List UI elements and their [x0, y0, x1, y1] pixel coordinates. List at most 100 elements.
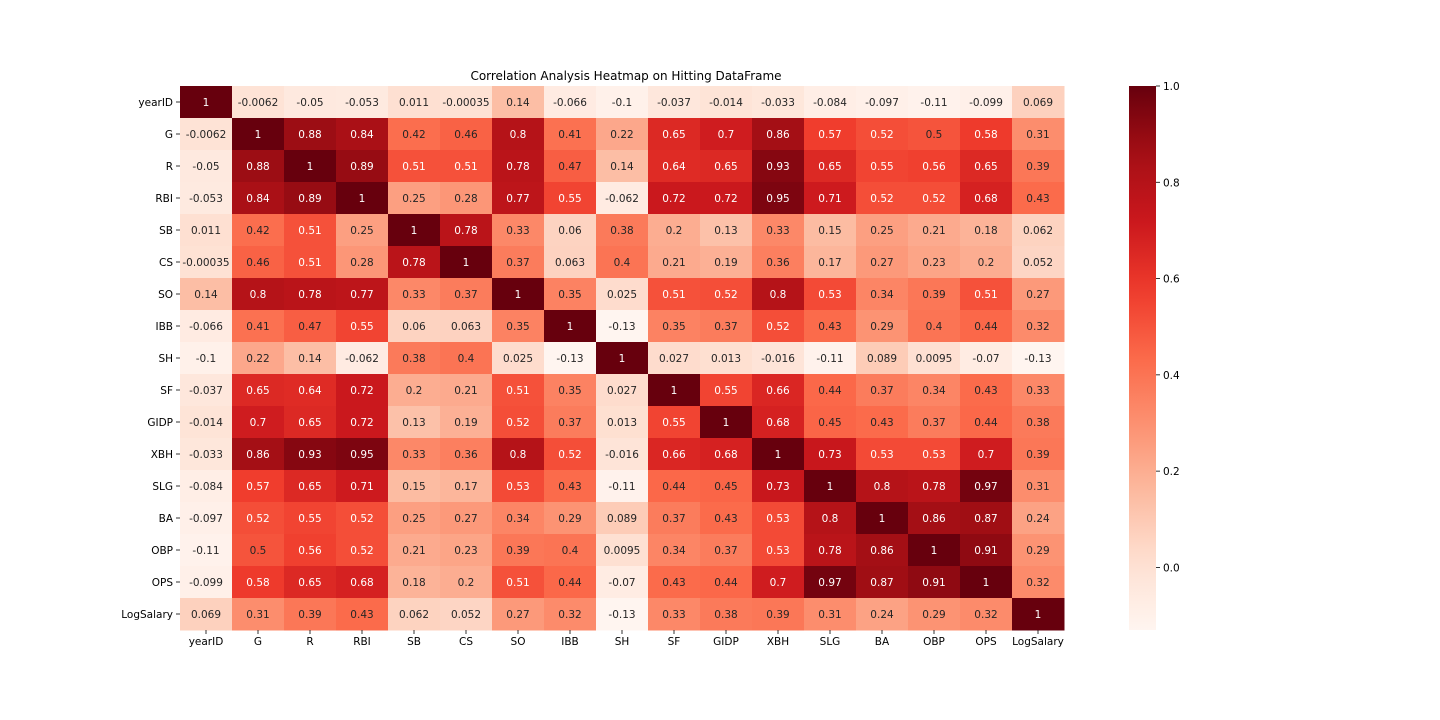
- cell-value-label: 0.063: [451, 321, 481, 333]
- cell-value-label: -0.1: [612, 97, 633, 109]
- cell-value-label: 0.06: [558, 225, 582, 237]
- cell-value-label: 1: [255, 129, 262, 141]
- heatmap-cell: [648, 534, 701, 567]
- heatmap-cell: [440, 150, 493, 183]
- cell-value-label: 0.34: [922, 385, 946, 397]
- cell-value-label: 0.27: [454, 513, 477, 525]
- cell-value-label: 0.37: [662, 513, 685, 525]
- cell-value-label: 0.56: [922, 161, 946, 173]
- heatmap-cell: [180, 86, 233, 119]
- cell-value-label: -0.097: [189, 513, 223, 525]
- cell-value-label: 0.28: [350, 257, 373, 269]
- cell-value-label: -0.13: [608, 321, 635, 333]
- heatmap-cell: [232, 534, 285, 567]
- heatmap-cell: [336, 598, 389, 631]
- cell-value-label: 0.15: [818, 225, 841, 237]
- cell-value-label: 1: [619, 353, 626, 365]
- heatmap-cell: [700, 214, 753, 247]
- heatmap-cell: [284, 278, 337, 311]
- cell-value-label: 0.97: [818, 577, 841, 589]
- y-tick-label: G: [165, 129, 173, 141]
- cell-value-label: 0.65: [298, 481, 321, 493]
- heatmap-cell: [336, 374, 389, 407]
- cell-value-label: 0.89: [298, 193, 321, 205]
- cell-value-label: 0.21: [454, 385, 477, 397]
- heatmap-cell: [752, 214, 805, 247]
- heatmap-cell: [804, 182, 857, 215]
- heatmap-cell: [596, 278, 649, 311]
- heatmap-cell: [700, 278, 753, 311]
- y-tick-label: SF: [160, 385, 173, 397]
- heatmap-cell: [544, 310, 597, 343]
- heatmap-cell: [648, 598, 701, 631]
- heatmap-cell: [856, 502, 909, 535]
- cell-value-label: -0.053: [345, 97, 379, 109]
- heatmap-cell: [960, 310, 1013, 343]
- cell-value-label: 0.52: [350, 545, 373, 557]
- cell-value-label: 0.86: [870, 545, 894, 557]
- cell-value-label: -0.033: [761, 97, 795, 109]
- cell-value-label: 0.53: [766, 545, 789, 557]
- heatmap-cell: [544, 342, 597, 375]
- heatmap-cell: [1012, 406, 1065, 439]
- heatmap-cell: [856, 310, 909, 343]
- heatmap-cell: [960, 118, 1013, 151]
- cell-value-label: 0.72: [662, 193, 685, 205]
- heatmap-cell: [700, 470, 753, 503]
- cell-value-label: 0.34: [870, 289, 894, 301]
- cell-value-label: 0.52: [350, 513, 373, 525]
- heatmap-cell: [388, 406, 441, 439]
- cell-value-label: 0.91: [974, 545, 997, 557]
- cell-value-label: 1: [1035, 609, 1042, 621]
- cell-value-label: 0.39: [1026, 161, 1049, 173]
- heatmap-cell: [752, 150, 805, 183]
- cell-value-label: 0.38: [402, 353, 425, 365]
- heatmap-cell: [232, 310, 285, 343]
- heatmap-cell: [804, 534, 857, 567]
- heatmap-cell: [388, 278, 441, 311]
- heatmap-cell: [440, 406, 493, 439]
- heatmap-cell: [336, 182, 389, 215]
- heatmap-cell: [544, 86, 597, 119]
- cell-value-label: 0.22: [610, 129, 633, 141]
- heatmap-cell: [1012, 310, 1065, 343]
- heatmap-cell: [544, 182, 597, 215]
- heatmap-cell: [388, 86, 441, 119]
- heatmap-cell: [440, 118, 493, 151]
- cell-value-label: 0.21: [402, 545, 425, 557]
- heatmap-cell: [960, 150, 1013, 183]
- cell-value-label: 0.24: [1026, 513, 1050, 525]
- heatmap-cell: [700, 182, 753, 215]
- heatmap-cell: [232, 502, 285, 535]
- heatmap-cell: [596, 150, 649, 183]
- heatmap-cell: [1012, 278, 1065, 311]
- heatmap-cell: [544, 278, 597, 311]
- cell-value-label: 0.43: [350, 609, 373, 621]
- cell-value-label: 1: [515, 289, 522, 301]
- cell-value-label: 0.66: [662, 449, 686, 461]
- heatmap-cell: [648, 150, 701, 183]
- heatmap-cell: [596, 470, 649, 503]
- heatmap-cell: [284, 566, 337, 599]
- heatmap-cell: [752, 406, 805, 439]
- heatmap-cell: [492, 502, 545, 535]
- heatmap-cell: [596, 342, 649, 375]
- cell-value-label: 0.73: [818, 449, 841, 461]
- colorbar-tick-label: 1.0: [1163, 81, 1180, 93]
- heatmap-cell: [908, 502, 961, 535]
- cell-value-label: 0.28: [454, 193, 477, 205]
- heatmap-cell: [700, 374, 753, 407]
- heatmap-cell: [856, 86, 909, 119]
- heatmap-cell: [492, 246, 545, 279]
- heatmap-cell: [960, 342, 1013, 375]
- cell-value-label: 0.32: [1026, 321, 1049, 333]
- cell-value-label: -0.00035: [442, 97, 489, 109]
- heatmap-cell: [544, 438, 597, 471]
- heatmap-cell: [180, 278, 233, 311]
- heatmap-cell: [648, 406, 701, 439]
- cell-value-label: 0.68: [766, 417, 789, 429]
- colorbar-tick-label: 0.6: [1163, 274, 1180, 286]
- cell-value-label: 0.8: [250, 289, 267, 301]
- cell-value-label: 0.35: [558, 289, 581, 301]
- heatmap-cell: [440, 470, 493, 503]
